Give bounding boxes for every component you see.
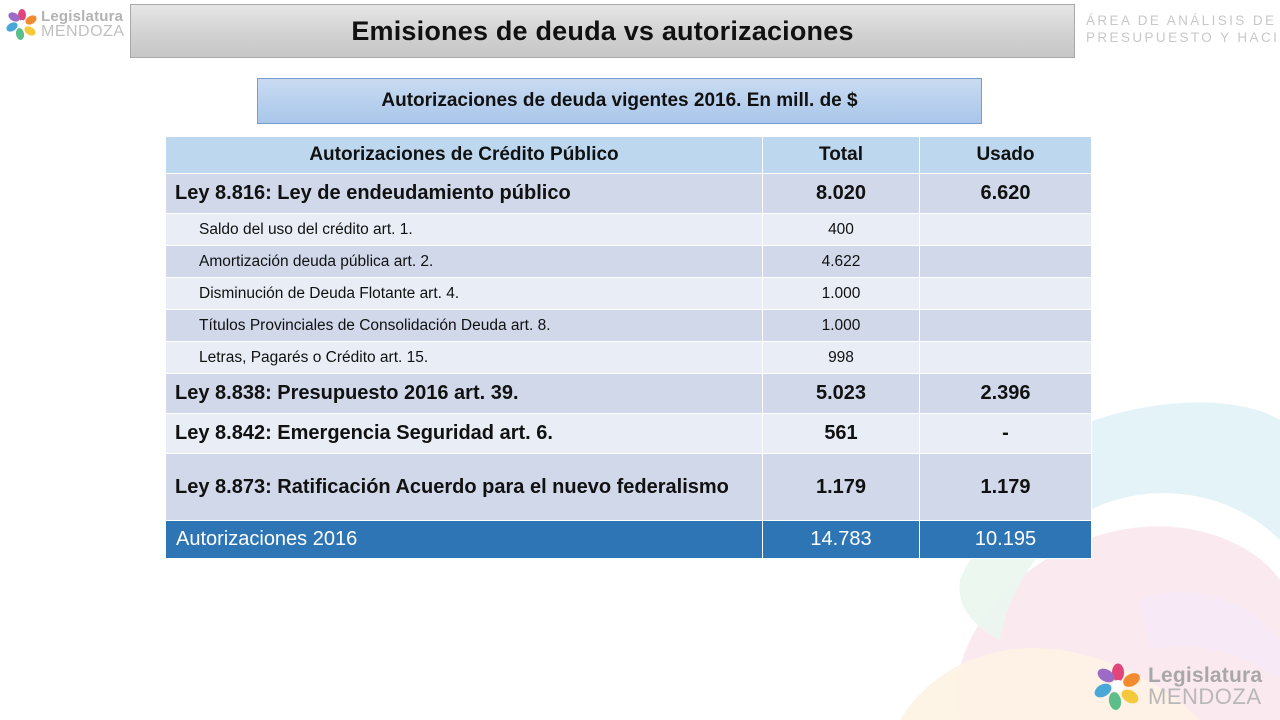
row-used: 1.179 [919,453,1092,521]
row-total: 1.000 [762,309,920,342]
header-used: Usado [919,136,1092,174]
slide-title-bar: Emisiones de deuda vs autorizaciones [130,4,1075,58]
row-used [919,213,1092,246]
row-total: 998 [762,341,920,374]
row-used [919,309,1092,342]
table-row: Ley 8.816: Ley de endeudamiento público … [165,173,1092,214]
logo-line2: MENDOZA [41,22,125,40]
total-used: 10.195 [919,520,1092,559]
table-row: Amortización deuda pública art. 2. 4.622 [165,245,1092,278]
area-label: ÁREA DE ANÁLISIS DE PRESUPUESTO Y HACIEN… [1086,12,1280,46]
header-authorizations: Autorizaciones de Crédito Público [165,136,763,174]
row-used: 2.396 [919,373,1092,414]
row-total: 561 [762,413,920,454]
table-row: Saldo del uso del crédito art. 1. 400 [165,213,1092,246]
row-label: Saldo del uso del crédito art. 1. [165,213,763,246]
table-header-row: Autorizaciones de Crédito Público Total … [165,136,1092,174]
table-row: Títulos Provinciales de Consolidación De… [165,309,1092,342]
table-row: Ley 8.838: Presupuesto 2016 art. 39. 5.0… [165,373,1092,414]
row-label: Títulos Provinciales de Consolidación De… [165,309,763,342]
area-line1: ÁREA DE ANÁLISIS DE [1086,13,1277,28]
row-total: 1.000 [762,277,920,310]
row-used: - [919,413,1092,454]
row-used: 6.620 [919,173,1092,214]
row-label: Ley 8.873: Ratificación Acuerdo para el … [165,453,763,521]
logo-bottom-right: Legislatura MENDOZA [1094,660,1264,712]
legislatura-flower-icon [6,9,37,40]
slide-title: Emisiones de deuda vs autorizaciones [351,15,854,46]
logo-top-left: Legislatura MENDOZA [6,6,126,42]
row-label: Ley 8.816: Ley de endeudamiento público [165,173,763,214]
table-row: Ley 8.873: Ratificación Acuerdo para el … [165,453,1092,521]
table-total-row: Autorizaciones 2016 14.783 10.195 [165,520,1092,559]
total-label: Autorizaciones 2016 [165,520,763,559]
logo-line1: Legislatura [41,7,124,25]
row-total: 4.622 [762,245,920,278]
row-label: Letras, Pagarés o Crédito art. 15. [165,341,763,374]
row-used [919,277,1092,310]
table-row: Letras, Pagarés o Crédito art. 15. 998 [165,341,1092,374]
row-label: Ley 8.842: Emergencia Seguridad art. 6. [165,413,763,454]
authorizations-table: Autorizaciones de Crédito Público Total … [165,136,1092,559]
row-total: 1.179 [762,453,920,521]
area-line2: PRESUPUESTO Y HACIENDA [1086,30,1280,45]
row-label: Amortización deuda pública art. 2. [165,245,763,278]
authorizations-table-wrap: Autorizaciones de Crédito Público Total … [165,136,1092,559]
slide-subtitle: Autorizaciones de deuda vigentes 2016. E… [381,90,858,111]
row-label: Ley 8.838: Presupuesto 2016 art. 39. [165,373,763,414]
legislatura-flower-icon [1094,663,1140,710]
logo-line1: Legislatura [1148,663,1263,687]
row-total: 5.023 [762,373,920,414]
row-label: Disminución de Deuda Flotante art. 4. [165,277,763,310]
table-row: Ley 8.842: Emergencia Seguridad art. 6. … [165,413,1092,454]
logo-line2: MENDOZA [1148,683,1262,709]
total-total: 14.783 [762,520,920,559]
slide-subtitle-bar: Autorizaciones de deuda vigentes 2016. E… [257,78,982,124]
row-total: 400 [762,213,920,246]
table-row: Disminución de Deuda Flotante art. 4. 1.… [165,277,1092,310]
row-used [919,245,1092,278]
header-total: Total [762,136,920,174]
row-total: 8.020 [762,173,920,214]
row-used [919,341,1092,374]
